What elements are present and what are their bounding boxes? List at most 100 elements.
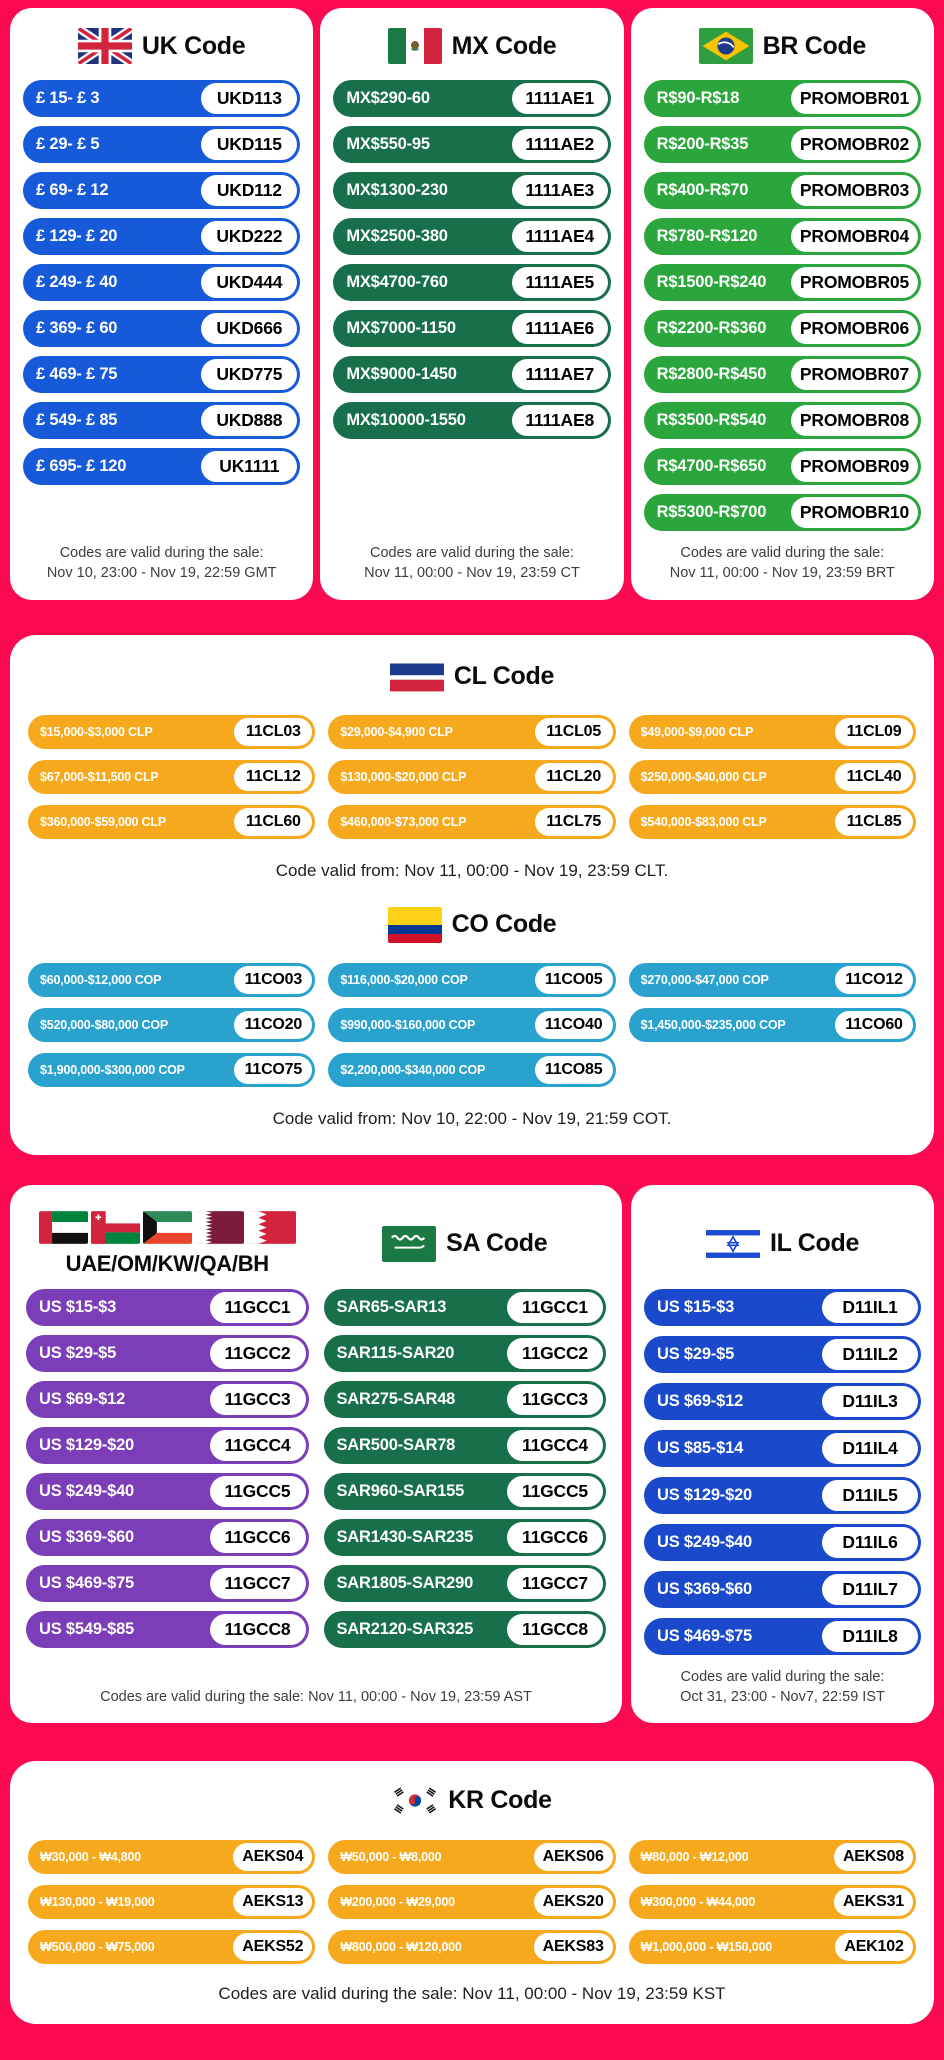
coupon-pill[interactable]: £ 549- £ 85 UKD888 <box>23 402 301 439</box>
coupon-pill[interactable]: US $369-$60 D11IL7 <box>644 1570 921 1608</box>
coupon-pill[interactable]: R$1500-R$240 PROMOBR05 <box>643 264 921 301</box>
coupon-code[interactable]: 1111AE1 <box>511 83 608 114</box>
coupon-code[interactable]: 11CL05 <box>534 717 613 746</box>
coupon-code[interactable]: 11GCC6 <box>209 1521 306 1553</box>
coupon-pill[interactable]: US $29-$5 11GCC2 <box>26 1334 309 1372</box>
coupon-code[interactable]: 11CL03 <box>234 717 313 746</box>
coupon-pill[interactable]: US $69-$12 D11IL3 <box>644 1382 921 1420</box>
coupon-pill[interactable]: MX$9000-1450 1111AE7 <box>333 356 611 393</box>
coupon-pill[interactable]: $520,000-$80,000 COP 11CO20 <box>28 1007 316 1042</box>
coupon-code[interactable]: PROMOBR06 <box>790 313 918 344</box>
coupon-code[interactable]: D11IL8 <box>822 1620 918 1652</box>
coupon-pill[interactable]: £ 369- £ 60 UKD666 <box>23 310 301 347</box>
coupon-pill[interactable]: US $469-$75 11GCC7 <box>26 1564 309 1602</box>
coupon-pill[interactable]: US $129-$20 11GCC4 <box>26 1426 309 1464</box>
coupon-code[interactable]: AEKS52 <box>233 1933 313 1962</box>
coupon-code[interactable]: AEKS04 <box>233 1843 313 1872</box>
coupon-code[interactable]: PROMOBR04 <box>790 221 918 252</box>
coupon-pill[interactable]: US $69-$12 11GCC3 <box>26 1380 309 1418</box>
coupon-pill[interactable]: R$2800-R$450 PROMOBR07 <box>643 356 921 393</box>
coupon-pill[interactable]: US $369-$60 11GCC6 <box>26 1518 309 1556</box>
coupon-code[interactable]: 11GCC3 <box>507 1383 603 1415</box>
coupon-code[interactable]: 11CL60 <box>234 807 313 836</box>
coupon-code[interactable]: AEKS31 <box>833 1888 913 1917</box>
coupon-code[interactable]: PROMOBR09 <box>790 451 918 482</box>
coupon-pill[interactable]: SAR1430-SAR235 11GCC6 <box>323 1518 606 1556</box>
coupon-pill[interactable]: US $15-$3 D11IL1 <box>644 1288 921 1326</box>
coupon-code[interactable]: 11GCC2 <box>507 1337 603 1369</box>
coupon-code[interactable]: D11IL5 <box>822 1479 918 1511</box>
coupon-code[interactable]: 11GCC7 <box>507 1567 603 1599</box>
coupon-pill[interactable]: MX$7000-1150 1111AE6 <box>333 310 611 347</box>
coupon-pill[interactable]: ₩30,000 - ₩4,800 AEKS04 <box>28 1840 316 1875</box>
coupon-pill[interactable]: $130,000-$20,000 CLP 11CL20 <box>328 759 616 794</box>
coupon-pill[interactable]: R$5300-R$700 PROMOBR10 <box>643 494 921 531</box>
coupon-code[interactable]: PROMOBR07 <box>790 359 918 390</box>
coupon-pill[interactable]: $60,000-$12,000 COP 11CO03 <box>28 962 316 997</box>
coupon-pill[interactable]: R$200-R$35 PROMOBR02 <box>643 126 921 163</box>
coupon-pill[interactable]: £ 469- £ 75 UKD775 <box>23 356 301 393</box>
coupon-code[interactable]: AEK102 <box>835 1933 913 1962</box>
coupon-pill[interactable]: $29,000-$4,900 CLP 11CL05 <box>328 714 616 749</box>
coupon-code[interactable]: 11GCC7 <box>209 1567 306 1599</box>
coupon-pill[interactable]: SAR1805-SAR290 11GCC7 <box>323 1564 606 1602</box>
coupon-pill[interactable]: R$4700-R$650 PROMOBR09 <box>643 448 921 485</box>
coupon-pill[interactable]: ₩800,000 - ₩120,000 AEKS83 <box>328 1930 616 1965</box>
coupon-code[interactable]: 11CO85 <box>534 1055 613 1084</box>
coupon-pill[interactable]: US $469-$75 D11IL8 <box>644 1617 921 1655</box>
coupon-code[interactable]: 11GCC8 <box>209 1613 306 1645</box>
coupon-code[interactable]: 11GCC4 <box>209 1429 306 1461</box>
coupon-pill[interactable]: ₩50,000 - ₩8,000 AEKS06 <box>328 1840 616 1875</box>
coupon-pill[interactable]: US $249-$40 D11IL6 <box>644 1523 921 1561</box>
coupon-code[interactable]: 11GCC4 <box>507 1429 603 1461</box>
coupon-pill[interactable]: $2,200,000-$340,000 COP 11CO85 <box>328 1052 616 1087</box>
coupon-code[interactable]: PROMOBR02 <box>790 129 918 160</box>
coupon-code[interactable]: 11GCC2 <box>209 1337 306 1369</box>
coupon-code[interactable]: AEKS13 <box>233 1888 313 1917</box>
coupon-pill[interactable]: $540,000-$83,000 CLP 11CL85 <box>628 804 916 839</box>
coupon-code[interactable]: UKD888 <box>201 405 298 436</box>
coupon-code[interactable]: 11GCC6 <box>507 1521 603 1553</box>
coupon-pill[interactable]: SAR115-SAR20 11GCC2 <box>323 1334 606 1372</box>
coupon-code[interactable]: 11CO20 <box>234 1010 313 1039</box>
coupon-code[interactable]: 11GCC5 <box>507 1475 603 1507</box>
coupon-code[interactable]: 1111AE8 <box>511 405 608 436</box>
coupon-pill[interactable]: R$400-R$70 PROMOBR03 <box>643 172 921 209</box>
coupon-pill[interactable]: $360,000-$59,000 CLP 11CL60 <box>28 804 316 839</box>
coupon-pill[interactable]: $116,000-$20,000 COP 11CO05 <box>328 962 616 997</box>
coupon-pill[interactable]: ₩300,000 - ₩44,000 AEKS31 <box>628 1885 916 1920</box>
coupon-code[interactable]: AEKS06 <box>533 1843 613 1872</box>
coupon-pill[interactable]: $1,450,000-$235,000 COP 11CO60 <box>628 1007 916 1042</box>
coupon-code[interactable]: PROMOBR05 <box>790 267 918 298</box>
coupon-pill[interactable]: £ 29- £ 5 UKD115 <box>23 126 301 163</box>
coupon-code[interactable]: UKD112 <box>201 175 298 206</box>
coupon-code[interactable]: 11CL09 <box>835 717 913 746</box>
coupon-code[interactable]: UKD113 <box>201 83 298 114</box>
coupon-pill[interactable]: US $129-$20 D11IL5 <box>644 1476 921 1514</box>
coupon-pill[interactable]: R$780-R$120 PROMOBR04 <box>643 218 921 255</box>
coupon-pill[interactable]: ₩200,000 - ₩29,000 AEKS20 <box>328 1885 616 1920</box>
coupon-code[interactable]: 11CO05 <box>534 965 613 994</box>
coupon-pill[interactable]: $270,000-$47,000 COP 11CO12 <box>628 962 916 997</box>
coupon-pill[interactable]: £ 695- £ 120 UK1111 <box>23 448 301 485</box>
coupon-pill[interactable]: R$90-R$18 PROMOBR01 <box>643 80 921 117</box>
coupon-code[interactable]: 1111AE4 <box>511 221 608 252</box>
coupon-code[interactable]: 11CL85 <box>835 807 913 836</box>
coupon-code[interactable]: 1111AE6 <box>511 313 608 344</box>
coupon-pill[interactable]: SAR500-SAR78 11GCC4 <box>323 1426 606 1464</box>
coupon-code[interactable]: 11CO75 <box>234 1055 313 1084</box>
coupon-pill[interactable]: SAR275-SAR48 11GCC3 <box>323 1380 606 1418</box>
coupon-pill[interactable]: SAR960-SAR155 11GCC5 <box>323 1472 606 1510</box>
coupon-code[interactable]: AEKS20 <box>533 1888 613 1917</box>
coupon-pill[interactable]: MX$10000-1550 1111AE8 <box>333 402 611 439</box>
coupon-code[interactable]: 11CL40 <box>835 762 913 791</box>
coupon-pill[interactable]: $460,000-$73,000 CLP 11CL75 <box>328 804 616 839</box>
coupon-pill[interactable]: £ 69- £ 12 UKD112 <box>23 172 301 209</box>
coupon-pill[interactable]: MX$4700-760 1111AE5 <box>333 264 611 301</box>
coupon-code[interactable]: 1111AE5 <box>511 267 608 298</box>
coupon-pill[interactable]: R$3500-R$540 PROMOBR08 <box>643 402 921 439</box>
coupon-code[interactable]: UKD222 <box>201 221 298 252</box>
coupon-code[interactable]: 11GCC5 <box>209 1475 306 1507</box>
coupon-code[interactable]: 11CL12 <box>234 762 313 791</box>
coupon-pill[interactable]: ₩500,000 - ₩75,000 AEKS52 <box>28 1930 316 1965</box>
